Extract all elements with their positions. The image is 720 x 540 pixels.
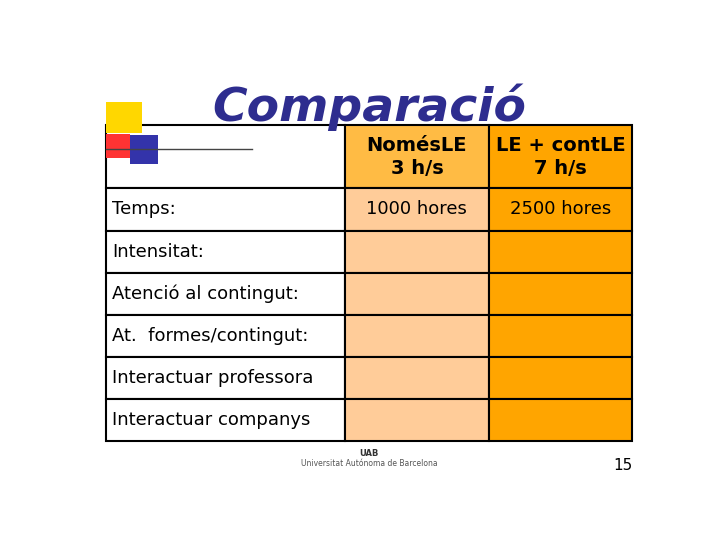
Text: Atenció al contingut:: Atenció al contingut: bbox=[112, 285, 300, 303]
Bar bbox=[106, 231, 346, 273]
Bar bbox=[130, 136, 158, 164]
Text: Interactuar companys: Interactuar companys bbox=[112, 411, 311, 429]
Bar bbox=[346, 399, 489, 441]
Bar bbox=[106, 188, 346, 231]
Bar bbox=[489, 188, 632, 231]
Bar bbox=[106, 399, 346, 441]
Bar bbox=[346, 357, 489, 399]
Bar bbox=[106, 102, 142, 133]
Bar bbox=[489, 357, 632, 399]
Bar bbox=[346, 125, 489, 188]
Bar bbox=[346, 231, 489, 273]
Bar bbox=[106, 357, 346, 399]
Text: Interactuar professora: Interactuar professora bbox=[112, 369, 314, 387]
Bar bbox=[489, 399, 632, 441]
Bar bbox=[106, 134, 130, 158]
Bar bbox=[489, 273, 632, 315]
Bar bbox=[489, 231, 632, 273]
Bar bbox=[346, 315, 489, 357]
Bar bbox=[106, 273, 346, 315]
Bar bbox=[489, 125, 632, 188]
Text: Temps:: Temps: bbox=[112, 200, 176, 219]
Text: Universitat Autónoma de Barcelona: Universitat Autónoma de Barcelona bbox=[301, 459, 437, 468]
Bar bbox=[346, 188, 489, 231]
Bar bbox=[489, 315, 632, 357]
Bar bbox=[106, 315, 346, 357]
Text: UAB: UAB bbox=[359, 449, 379, 458]
Text: Intensitat:: Intensitat: bbox=[112, 242, 204, 261]
Text: LE + contLE
7 h/s: LE + contLE 7 h/s bbox=[495, 136, 625, 178]
Text: 15: 15 bbox=[613, 458, 632, 473]
Text: At.  formes/contingut:: At. formes/contingut: bbox=[112, 327, 309, 345]
Text: Comparació: Comparació bbox=[212, 84, 526, 131]
Text: 2500 hores: 2500 hores bbox=[510, 200, 611, 219]
Text: NomésLE
3 h/s: NomésLE 3 h/s bbox=[366, 136, 467, 178]
Text: 1000 hores: 1000 hores bbox=[366, 200, 467, 219]
Bar bbox=[106, 125, 346, 188]
Bar bbox=[346, 273, 489, 315]
